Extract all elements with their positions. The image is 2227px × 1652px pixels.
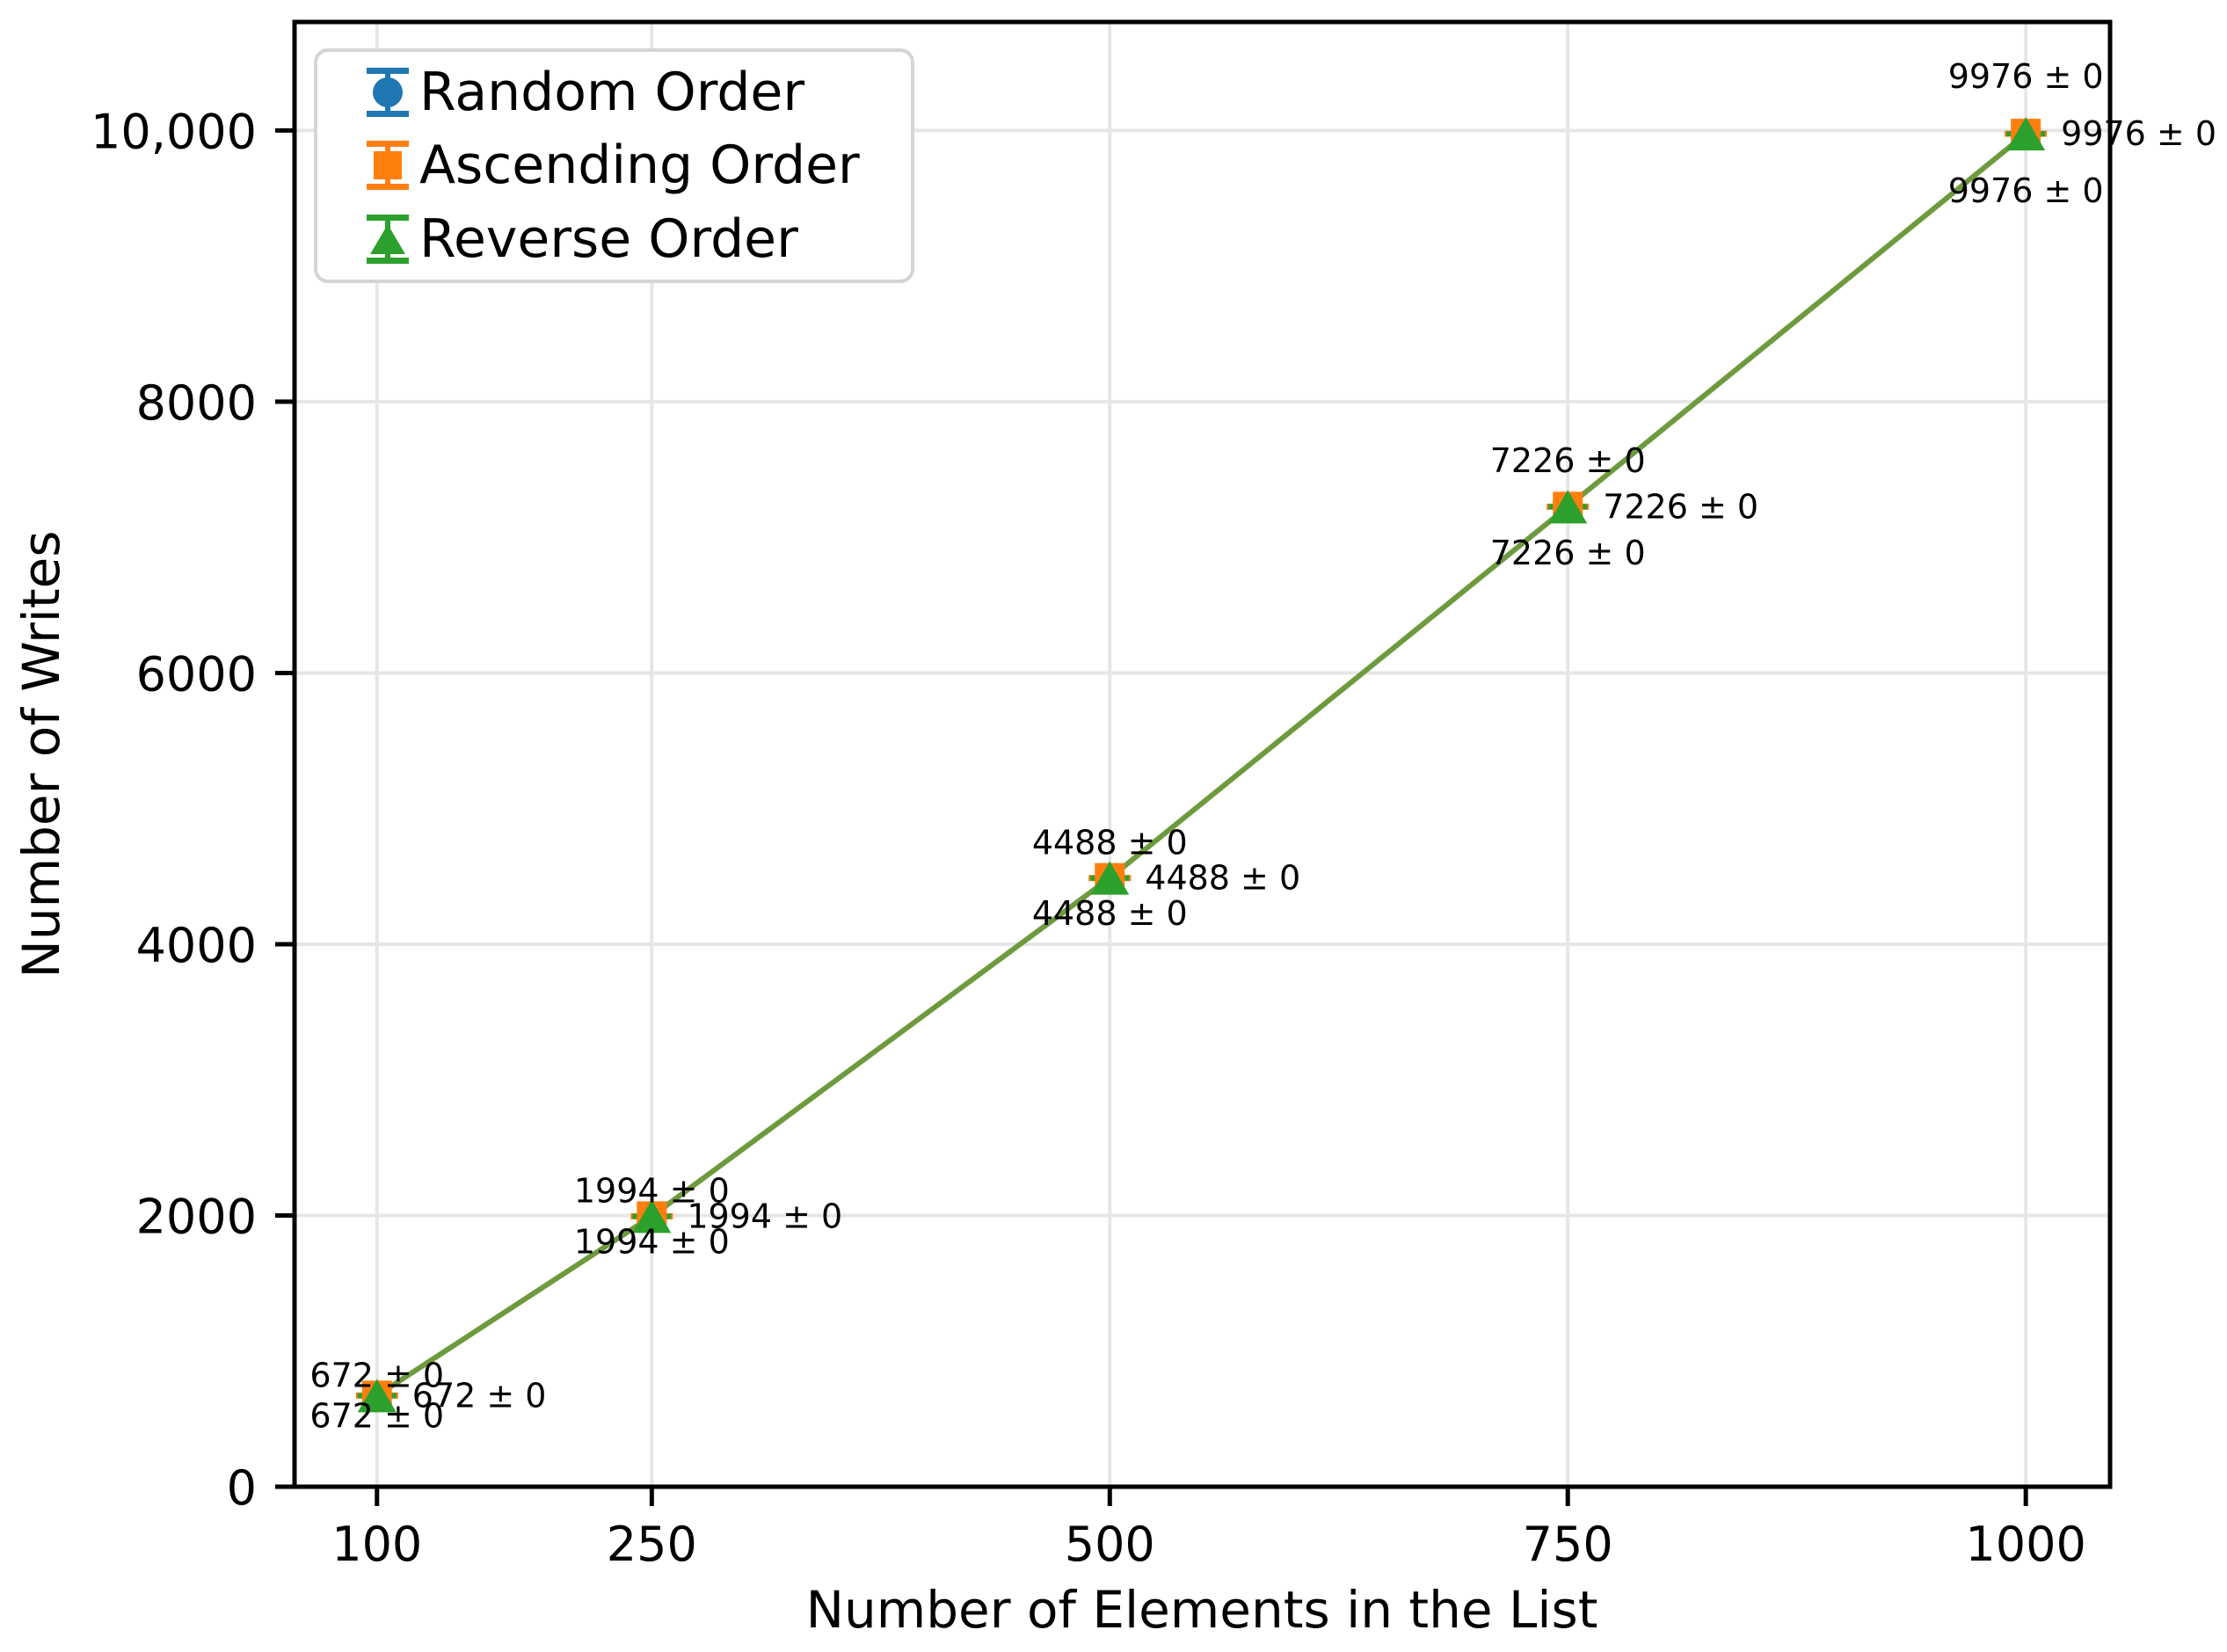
- point-annotation: 672 ± 0: [412, 1376, 547, 1415]
- x-tick-label: 250: [607, 1517, 697, 1572]
- legend-label: Ascending Order: [419, 135, 860, 197]
- legend-label: Random Order: [419, 61, 804, 123]
- legend: Random Order Ascending Order Reverse Ord…: [314, 48, 914, 283]
- point-annotation: 7226 ± 0: [1603, 487, 1758, 526]
- point-annotation: 4488 ± 0: [1145, 859, 1300, 898]
- legend-item-ascending-order: Ascending Order: [367, 135, 911, 196]
- point-annotation: 9976 ± 0: [1948, 171, 2104, 210]
- marker-reverse-triangle: [1548, 490, 1588, 524]
- point-annotation: 7226 ± 0: [1490, 534, 1646, 572]
- legend-item-reverse-order: Reverse Order: [367, 208, 911, 270]
- point-annotation: 7226 ± 0: [1490, 441, 1646, 480]
- y-axis-title: Number of Writes: [11, 530, 71, 979]
- y-tick-label: 0: [227, 1460, 257, 1516]
- x-tick-label: 100: [331, 1517, 422, 1572]
- point-annotation: 1994 ± 0: [574, 1171, 730, 1210]
- x-tick-label: 750: [1523, 1517, 1613, 1572]
- x-tick-label: 1000: [1965, 1517, 2085, 1572]
- errorbar-triangle-icon: [367, 215, 409, 265]
- y-tick-label: 10,000: [91, 104, 257, 159]
- point-annotation: 1994 ± 0: [687, 1197, 842, 1235]
- marker-reverse-triangle: [1090, 861, 1130, 895]
- point-annotation: 1994 ± 0: [574, 1222, 730, 1261]
- errorbar-square-icon: [367, 141, 409, 191]
- marker-reverse-triangle: [2006, 117, 2046, 151]
- point-annotation: 672 ± 0: [309, 1396, 444, 1435]
- x-tick-label: 500: [1065, 1517, 1155, 1572]
- point-annotation: 4488 ± 0: [1032, 823, 1188, 862]
- y-tick-label: 4000: [136, 918, 257, 973]
- legend-label: Reverse Order: [419, 208, 798, 271]
- y-tick-label: 2000: [136, 1189, 257, 1244]
- legend-item-random-order: Random Order: [367, 62, 911, 123]
- marker-reverse-triangle: [632, 1199, 672, 1234]
- marker-reverse-triangle: [357, 1379, 397, 1413]
- point-annotation: 9976 ± 0: [2061, 114, 2216, 153]
- errorbar-circle-icon: [367, 67, 409, 117]
- y-tick-label: 8000: [136, 375, 257, 431]
- point-annotation: 4488 ± 0: [1032, 894, 1188, 933]
- axes-spines: [292, 19, 2113, 1489]
- point-annotation: 9976 ± 0: [1948, 57, 2104, 96]
- x-axis-title: Number of Elements in the List: [805, 1580, 1598, 1640]
- y-tick-label: 6000: [136, 646, 257, 702]
- point-annotation: 672 ± 0: [309, 1356, 444, 1394]
